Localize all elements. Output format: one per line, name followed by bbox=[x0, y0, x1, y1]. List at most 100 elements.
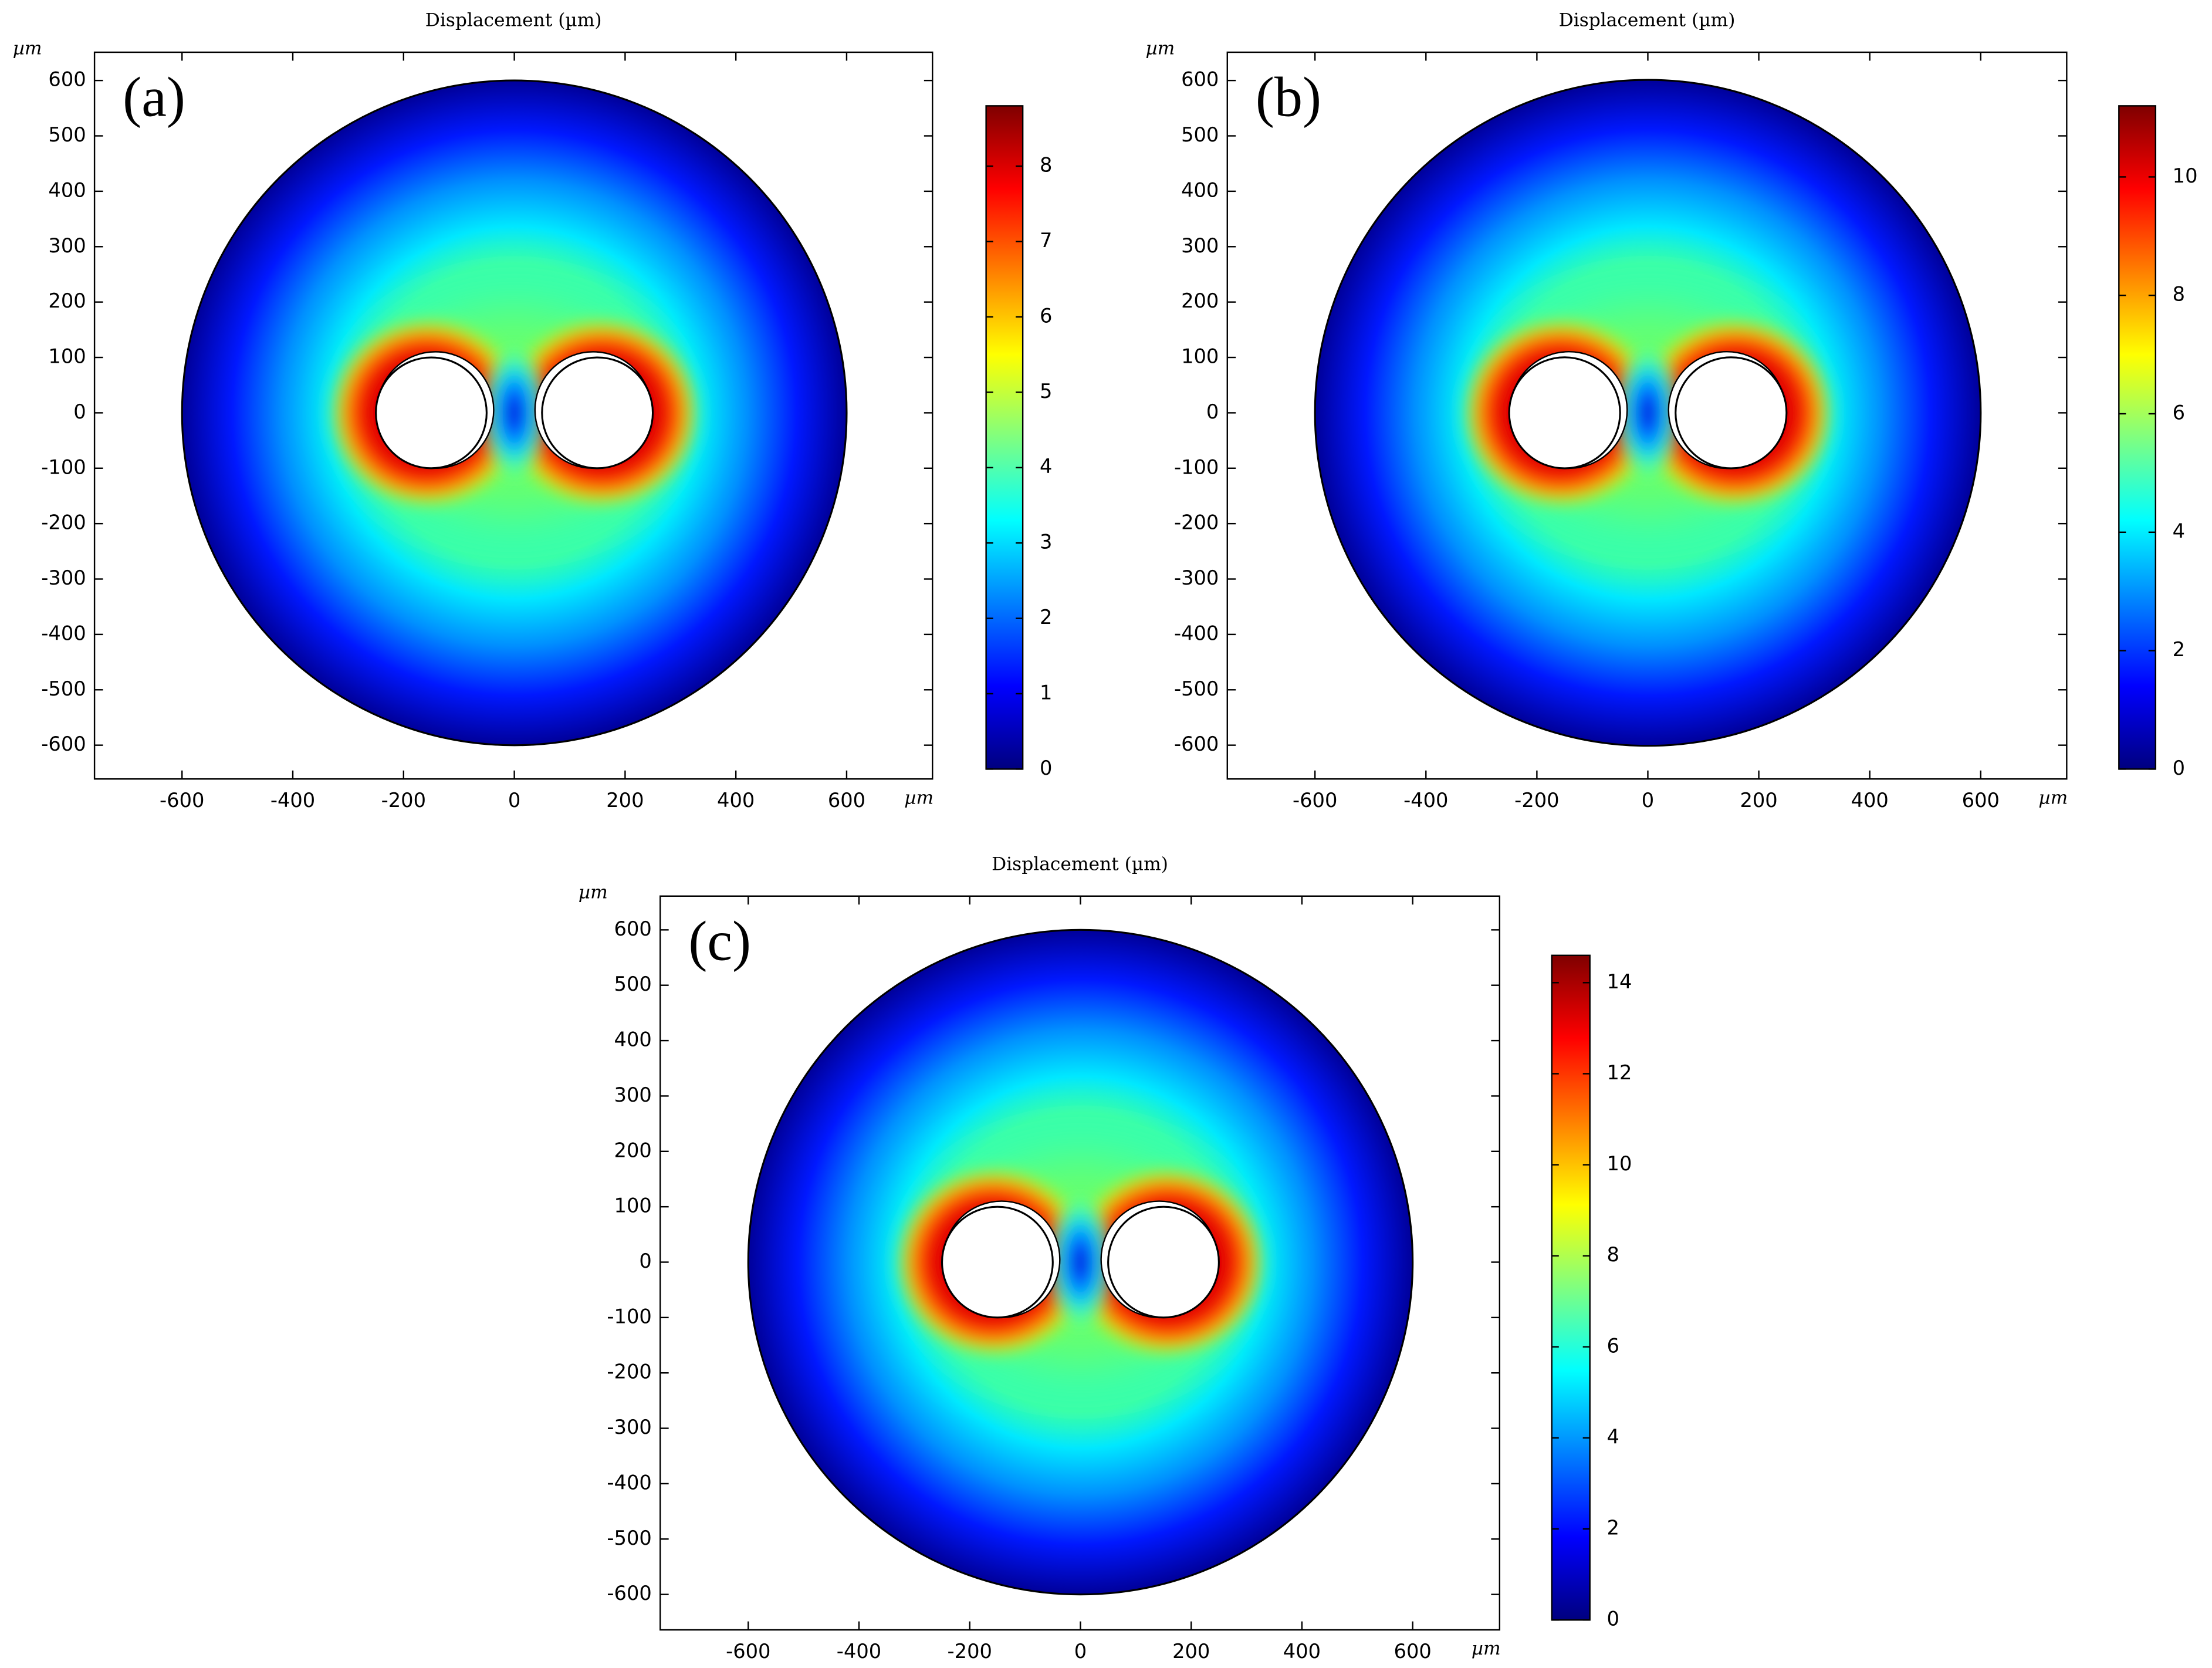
displacement-field bbox=[1315, 80, 1981, 746]
y-tick-label: -200 bbox=[1174, 511, 1219, 534]
y-tick-label: 400 bbox=[48, 178, 86, 201]
colorbar bbox=[1551, 954, 1591, 1621]
x-tick-label: -200 bbox=[381, 789, 426, 812]
x-tick-label: -200 bbox=[948, 1640, 992, 1663]
x-tick-label: 200 bbox=[1172, 1640, 1210, 1663]
colorbar-tick-label: 6 bbox=[1607, 1334, 1619, 1357]
y-tick-label: -400 bbox=[41, 622, 86, 644]
colorbar-tick-label: 8 bbox=[2173, 283, 2185, 306]
y-tick-label: -600 bbox=[41, 732, 86, 755]
y-tick-label: 500 bbox=[614, 973, 652, 995]
y-tick-label: -200 bbox=[607, 1360, 651, 1383]
x-unit: µm bbox=[2038, 787, 2068, 808]
y-tick-label: -600 bbox=[1174, 732, 1219, 755]
chart-title: Displacement (µm) bbox=[992, 853, 1168, 874]
x-tick-label: 200 bbox=[1740, 789, 1777, 812]
y-tick-label: -400 bbox=[607, 1471, 651, 1494]
panel: -600 -400 -200 0 200 400 600-600-500-400-300-2… bbox=[1145, 10, 2197, 812]
x-tick-label: -600 bbox=[160, 789, 204, 812]
y-tick-label: 200 bbox=[48, 289, 86, 312]
y-tick-label: -600 bbox=[607, 1582, 651, 1605]
colorbar-tick-label: 10 bbox=[1607, 1152, 1632, 1175]
panel: -600 -400 -200 0 200 400 600-600-500-400-300-2… bbox=[579, 853, 1632, 1663]
y-tick-label: 300 bbox=[1181, 234, 1219, 257]
colorbar-tick-label: 0 bbox=[1607, 1608, 1619, 1630]
y-tick-label: 400 bbox=[614, 1028, 652, 1051]
y-tick-label: 500 bbox=[1181, 123, 1219, 146]
x-tick-label: 600 bbox=[1394, 1640, 1432, 1663]
panel-label: (c) bbox=[688, 909, 751, 972]
domain-boundary bbox=[1314, 79, 1982, 747]
colorbar-tick-label: 2 bbox=[1607, 1517, 1619, 1539]
y-unit: µm bbox=[1145, 38, 1175, 59]
hole bbox=[541, 356, 654, 470]
x-tick-label: 400 bbox=[1283, 1640, 1321, 1663]
y-tick-label: -300 bbox=[41, 566, 86, 589]
panel: -600 -400 -200 0 200 400 600-600-500-400-300-2… bbox=[13, 10, 1053, 812]
panel-label: (a) bbox=[123, 66, 185, 129]
x-unit: µm bbox=[1472, 1638, 1501, 1659]
y-tick-label: 600 bbox=[614, 917, 652, 940]
colorbar-tick-label: 5 bbox=[1040, 380, 1052, 403]
y-tick-label: -500 bbox=[41, 677, 86, 700]
y-tick-label: 400 bbox=[1181, 178, 1219, 201]
plot-frame bbox=[1226, 51, 2068, 780]
displacement-field bbox=[182, 80, 847, 745]
chart-title: Displacement (µm) bbox=[1559, 10, 1736, 31]
y-tick-label: 600 bbox=[1181, 68, 1219, 91]
y-tick-label: 300 bbox=[614, 1083, 652, 1106]
colorbar-tick-label: 0 bbox=[2173, 757, 2185, 779]
y-tick-label: 0 bbox=[73, 400, 86, 423]
x-tick-label: 400 bbox=[717, 789, 755, 812]
hole bbox=[941, 1206, 1054, 1319]
x-tick-label: -600 bbox=[1293, 789, 1337, 812]
plot-frame bbox=[93, 51, 933, 780]
field-center bbox=[1047, 1196, 1114, 1329]
y-tick-label: 300 bbox=[48, 234, 86, 257]
domain-boundary bbox=[181, 79, 848, 747]
colorbar-tick-label: 1 bbox=[1040, 681, 1052, 704]
y-tick-label: 0 bbox=[1206, 400, 1219, 423]
y-tick-label: -100 bbox=[1174, 455, 1219, 478]
hole bbox=[375, 356, 488, 470]
colorbar bbox=[985, 105, 1024, 770]
y-tick-label: -100 bbox=[41, 455, 86, 478]
colorbar bbox=[2118, 105, 2157, 770]
colorbar-tick-label: 7 bbox=[1040, 229, 1052, 252]
colorbar-tick-label: 0 bbox=[1040, 757, 1052, 779]
x-tick-label: 0 bbox=[508, 789, 520, 812]
y-tick-label: -500 bbox=[1174, 677, 1219, 700]
x-tick-label: -400 bbox=[1403, 789, 1448, 812]
colorbar-tick-label: 2 bbox=[2173, 638, 2185, 661]
displacement-field bbox=[748, 930, 1413, 1595]
colorbar-tick-label: 6 bbox=[1040, 304, 1052, 327]
y-tick-label: -300 bbox=[607, 1416, 651, 1439]
x-tick-label: 200 bbox=[606, 789, 644, 812]
colorbar-tick-label: 14 bbox=[1607, 970, 1632, 993]
y-tick-label: -300 bbox=[1174, 566, 1219, 589]
x-tick-label: 0 bbox=[1642, 789, 1654, 812]
y-tick-label: 200 bbox=[1181, 289, 1219, 312]
colorbar-tick-label: 10 bbox=[2173, 164, 2198, 187]
y-tick-label: -400 bbox=[1174, 622, 1219, 644]
colorbar-tick-label: 8 bbox=[1607, 1243, 1619, 1266]
x-unit: µm bbox=[904, 787, 933, 808]
colorbar-tick-label: 12 bbox=[1607, 1061, 1632, 1084]
colorbar-tick-label: 8 bbox=[1040, 154, 1052, 177]
panel-label: (b) bbox=[1256, 66, 1321, 129]
y-tick-label: 100 bbox=[48, 345, 86, 368]
y-tick-label: 600 bbox=[48, 68, 86, 91]
y-tick-label: 0 bbox=[639, 1250, 651, 1272]
hole bbox=[1675, 356, 1788, 470]
colorbar-tick-label: 4 bbox=[1040, 455, 1052, 478]
y-tick-label: 100 bbox=[1181, 345, 1219, 368]
domain-boundary bbox=[747, 928, 1414, 1596]
colorbar-tick-label: 4 bbox=[2173, 519, 2185, 542]
colorbar-tick-label: 2 bbox=[1040, 606, 1052, 629]
x-tick-label: -400 bbox=[270, 789, 315, 812]
hole bbox=[1508, 356, 1621, 470]
y-tick-label: 100 bbox=[614, 1194, 652, 1217]
y-tick-label: 200 bbox=[614, 1139, 652, 1161]
y-tick-label: -100 bbox=[607, 1305, 651, 1328]
